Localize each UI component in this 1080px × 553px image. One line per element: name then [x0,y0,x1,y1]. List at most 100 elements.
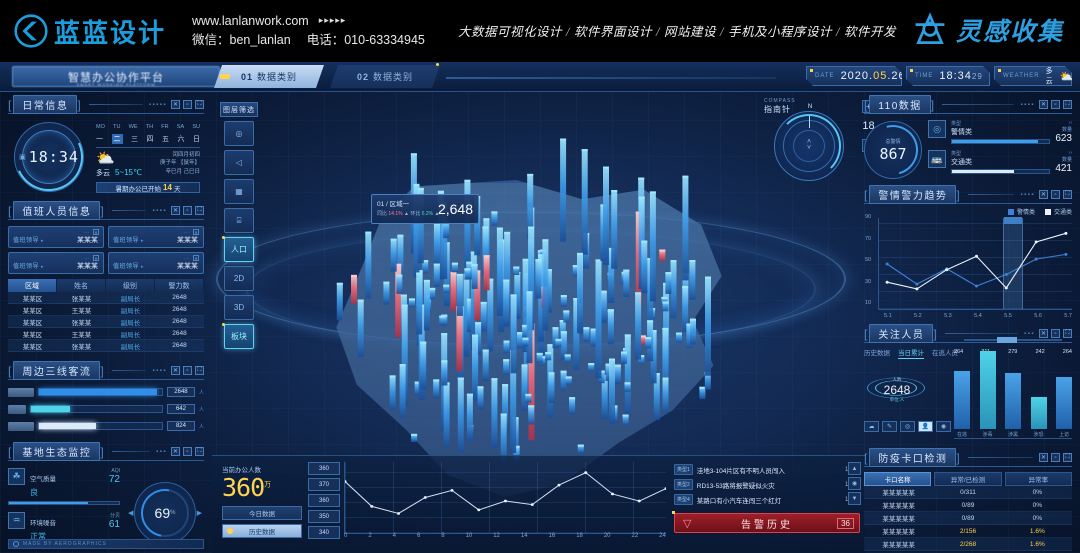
minimize-icon[interactable]: ▫ [1051,190,1060,199]
weekday-cn-3[interactable]: 四 [146,136,154,143]
table-row[interactable]: 某某区 张某某 副局长 2648 [8,340,204,352]
alarm-scroll-controls[interactable]: ▲ ◉ ▼ [848,462,862,507]
scroll-pause-icon[interactable]: ◉ [848,477,861,490]
checkpoint-window-buttons[interactable]: ✕ ▫ ⛶ [1039,453,1072,462]
minimize-icon[interactable]: ▫ [183,366,192,375]
minimize-icon[interactable]: ▫ [183,206,192,215]
daily-info-window-buttons[interactable]: ✕ ▫ ⛶ [171,100,204,109]
minimize-icon[interactable]: ▫ [183,100,192,109]
bar-column[interactable]: 涉恐 [1030,397,1047,438]
minimize-icon[interactable]: ▫ [1051,453,1060,462]
scroll-up-icon[interactable]: ▲ [848,462,861,475]
minimize-icon[interactable]: ▫ [1051,329,1060,338]
chart-range-slider[interactable] [964,337,1062,343]
col-checkpoint-name[interactable]: 卡口名称 [864,472,932,486]
close-icon[interactable]: ✕ [1039,329,1048,338]
duty-card[interactable]: 值班领导 ▸ ··· ✕ 某某某 [8,226,104,248]
bar-column[interactable]: 上访 [1056,377,1072,438]
duty-card[interactable]: 值班领导 ▸ ··· ✕ 某某某 [8,252,104,274]
table-row[interactable]: 某某区 王某某 副局长 2648 [8,304,204,316]
layer-button-marker[interactable]: ⌸ [224,208,254,233]
table-row[interactable]: 某某某某某 0/89 0% [864,499,1072,512]
duty-close-icon[interactable]: ✕ [193,229,199,235]
table-row[interactable]: 某某某某某 2/156 1.6% [864,525,1072,538]
close-icon[interactable]: ✕ [171,100,180,109]
table-row[interactable]: 某某某某某 2/268 1.6% [864,538,1072,551]
table-row[interactable]: 某某区 张某某 副局长 2648 [8,316,204,328]
eco-window-buttons[interactable]: ✕ ▫ ⛶ [171,447,204,456]
alarm-item[interactable]: 类型4 某路口有小汽车连闯三个红灯 13:24 [674,492,860,507]
close-icon[interactable]: ✕ [171,206,180,215]
col-area[interactable]: 区域 [8,279,57,292]
close-icon[interactable]: ✕ [1039,453,1048,462]
layer-button-3d[interactable]: 3D [224,295,254,320]
focus-icon-row[interactable]: ☁ ✎ ◎ 👤 ◉ [864,421,1072,432]
focus-tabs[interactable]: 历史数据 当日累计 在逃人员 [864,347,1072,359]
trend-window-buttons[interactable]: ✕ ▫ ⛶ [1039,190,1072,199]
duty-card[interactable]: 值班领导 ▸ ··· ✕ 某某某 [108,226,204,248]
minimize-icon[interactable]: ▫ [1051,100,1060,109]
tab-data-category-02[interactable]: 02 数据类别 [330,65,440,88]
bar-column[interactable]: 在逃 [954,371,970,438]
compass-widget[interactable]: COMPASS 指南针 N ˄ ˅ [764,98,856,190]
table-row[interactable]: 某某区 王某某 副局长 2648 [8,328,204,340]
occupancy-tab-history[interactable]: 历史数据 [222,523,302,538]
weekday-cn-2[interactable]: 三 [131,136,138,143]
bar-column[interactable]: 涉毒 [979,351,996,438]
layer-button-2d[interactable]: 2D [224,266,254,291]
flow-window-buttons[interactable]: ✕ ▫ ⛶ [171,366,204,375]
layer-button-locate[interactable]: ◎ [224,121,254,146]
expand-icon[interactable]: ⛶ [195,206,204,215]
weekday-cn-0[interactable]: 一 [96,136,103,143]
cloud-icon[interactable]: ☁ [864,421,879,432]
occupancy-tab-today[interactable]: 今日数据 [222,505,302,520]
weekday-cn-6[interactable]: 日 [193,136,200,143]
person-icon[interactable]: 👤 [918,421,933,432]
layer-button-region[interactable]: ◁ [224,150,254,175]
focus-tab-fugitive[interactable]: 在逃人员 [932,350,958,357]
close-icon[interactable]: ✕ [171,366,180,375]
expand-icon[interactable]: ⛶ [195,366,204,375]
table-row[interactable]: 某某某某某 0/311 0% [864,486,1072,499]
alarm-item[interactable]: 类型1 洼地3-104片区有不明人员闯入 13:24 [674,462,860,477]
duty-close-icon[interactable]: ✕ [93,255,99,261]
slider-thumb[interactable] [997,337,1018,343]
alarm-item[interactable]: 类型2 RD13-53路将报警疑似火灾 17:24 [674,477,860,492]
kpi110-window-buttons[interactable]: ✕ ▫ ⛶ [1039,100,1072,109]
minimize-icon[interactable]: ▫ [183,447,192,456]
eye-icon[interactable]: ◉ [936,421,951,432]
expand-icon[interactable]: ⛶ [195,100,204,109]
col-level[interactable]: 级别 [106,279,155,292]
table-row[interactable]: 某某区 张某某 副局长 2648 [8,292,204,304]
layer-button-plate[interactable]: 板块 [222,323,254,349]
scroll-down-icon[interactable]: ▼ [848,492,861,505]
close-icon[interactable]: ✕ [1039,100,1048,109]
pen-icon[interactable]: ✎ [882,421,897,432]
expand-icon[interactable]: ⛶ [195,447,204,456]
col-abnormal-rate[interactable]: 异常率 [1004,472,1072,486]
focus-tab-today[interactable]: 当日累计 [898,347,924,359]
tab-data-category-01[interactable]: 01 数据类别 [214,65,324,88]
bar-column[interactable]: 涉黑 [1005,373,1021,438]
expand-icon[interactable]: ⛶ [1063,190,1072,199]
compass-tilt-icon[interactable]: ˄ ˅ [806,138,812,152]
map-area[interactable]: 01 / 区域一 2,648 同比 14.1% ▲ 环比 6.2% ▲ 图层筛选… [206,94,866,553]
layer-button-heatmap[interactable]: ▦ [224,179,254,204]
close-icon[interactable]: ✕ [1039,190,1048,199]
alarm-history-button[interactable]: ▽ 告警历史 36 [672,511,860,533]
compass-ring[interactable]: ˄ ˅ [774,111,844,181]
table-row[interactable]: 某某某某某 0/89 0% [864,512,1072,525]
col-name[interactable]: 姓名 [57,279,106,292]
expand-icon[interactable]: ⛶ [1063,100,1072,109]
expand-icon[interactable]: ⛶ [1063,453,1072,462]
weekday-cn-1[interactable]: 二 [111,134,123,144]
close-icon[interactable]: ✕ [171,447,180,456]
focus-window-buttons[interactable]: ✕ ▫ ⛶ [1039,329,1072,338]
duty-close-icon[interactable]: ✕ [193,255,199,261]
duty-window-buttons[interactable]: ✕ ▫ ⛶ [171,206,204,215]
focus-tab-history[interactable]: 历史数据 [864,350,890,357]
col-abnormal-checked[interactable]: 异常/已检测 [934,472,1002,486]
duty-close-icon[interactable]: ✕ [93,229,99,235]
weekday-cn-5[interactable]: 六 [177,136,185,143]
expand-icon[interactable]: ⛶ [1063,329,1072,338]
